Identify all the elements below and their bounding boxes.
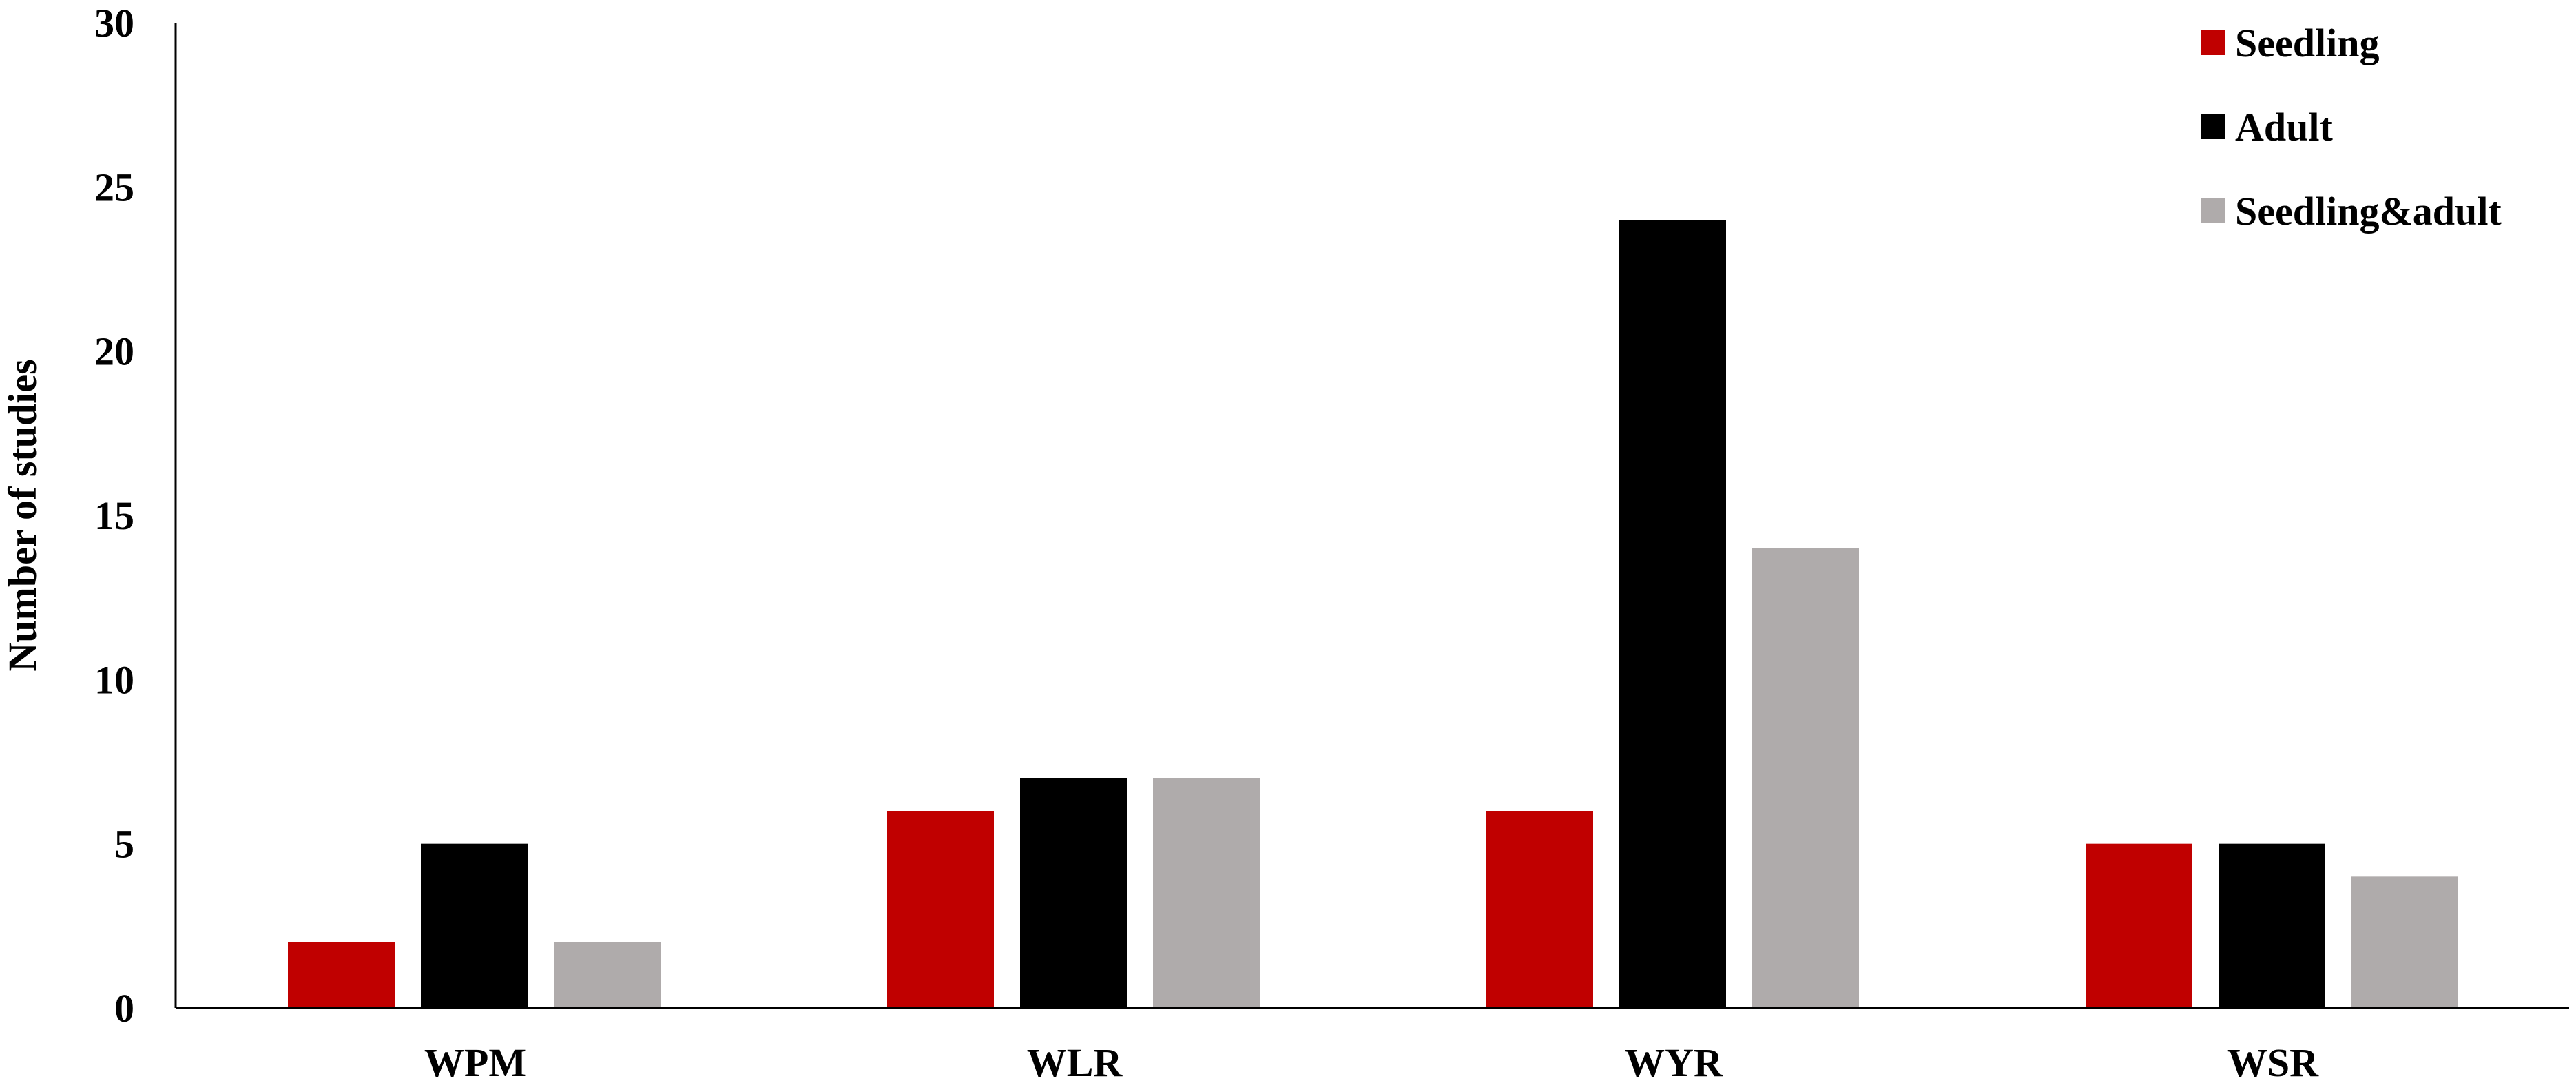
y-tick-label: 25	[94, 165, 134, 209]
bar-wpm-seedling	[288, 942, 395, 1008]
x-tick-label: WLR	[1027, 1040, 1123, 1083]
bar-wyr-seedling-adult	[1752, 548, 1859, 1008]
y-tick-label: 10	[94, 657, 134, 702]
bar-wlr-seedling	[887, 811, 994, 1008]
x-tick-label: WPM	[424, 1040, 526, 1083]
legend: Seedling Adult Seedling&adult	[2201, 21, 2502, 234]
bar-wpm-seedling-adult	[554, 942, 661, 1008]
bar-wyr-seedling	[1486, 811, 1593, 1008]
y-tick-label: 30	[94, 1, 134, 45]
legend-swatch	[2201, 198, 2225, 223]
bar-wyr-adult	[1619, 220, 1726, 1008]
bar-wsr-seedling	[2086, 843, 2192, 1008]
bar-wlr-adult	[1020, 778, 1127, 1008]
legend-label: Seedling&adult	[2235, 189, 2502, 234]
bars-layer	[288, 220, 2458, 1008]
y-tick-label: 5	[114, 822, 134, 867]
y-tick-label: 15	[94, 493, 134, 538]
x-tick-labels: WPM WLR WYR WSR	[424, 1040, 2319, 1083]
bar-wsr-adult	[2219, 843, 2325, 1008]
y-tick-label: 0	[114, 986, 134, 1031]
legend-swatch	[2201, 114, 2225, 139]
bar-wpm-adult	[421, 843, 528, 1008]
legend-swatch	[2201, 30, 2225, 55]
y-tick-label: 20	[94, 329, 134, 374]
legend-label: Seedling	[2235, 21, 2380, 65]
bar-wlr-seedling-adult	[1153, 778, 1260, 1008]
y-axis-title: Number of studies	[0, 359, 45, 671]
legend-label: Adult	[2235, 105, 2334, 149]
y-tick-labels: 0 5 10 15 20 25 30	[94, 1, 134, 1031]
bar-wsr-seedling-adult	[2351, 876, 2458, 1008]
x-tick-label: WSR	[2227, 1040, 2319, 1083]
x-tick-label: WYR	[1625, 1040, 1723, 1083]
axes-layer	[174, 23, 2569, 1009]
